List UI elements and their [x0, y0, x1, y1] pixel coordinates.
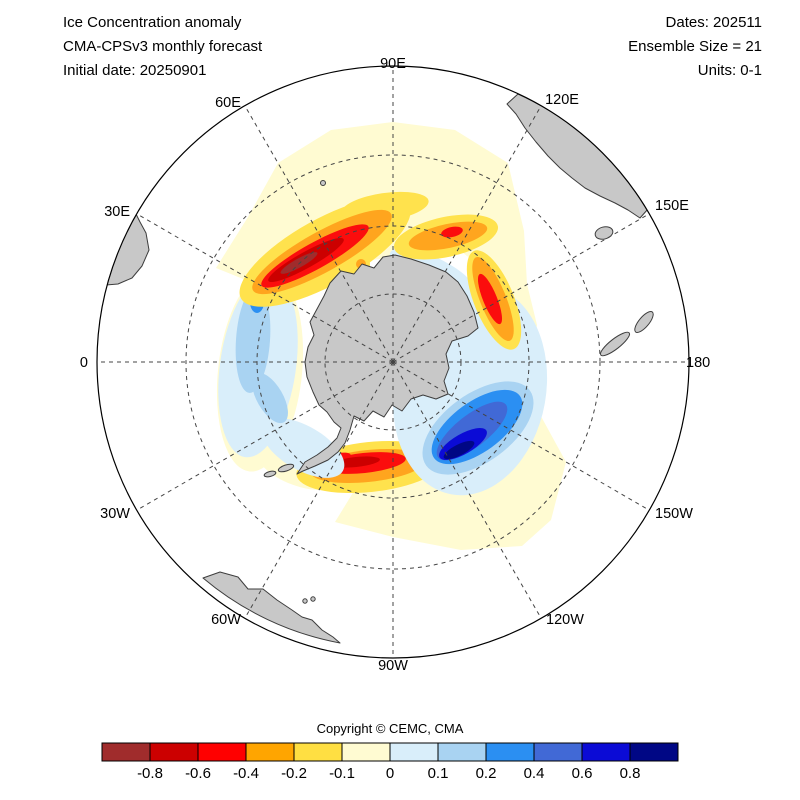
colorbar-cell-6: [341, 742, 391, 762]
dates-label: Dates: 202511: [666, 14, 762, 31]
lon-label-120e: 120E: [545, 92, 579, 108]
lon-label-150w: 150W: [655, 506, 693, 522]
latitude-circle-80s: [324, 293, 462, 431]
lon-label-120w: 120W: [546, 612, 584, 628]
figure-title: Ice Concentration anomaly: [63, 14, 242, 31]
anomaly-lightblue-weddell: [235, 287, 271, 393]
colorbar-cells: [101, 742, 679, 762]
anomaly-red-pacific-spot-a: [441, 226, 463, 238]
lon-label-150e: 150E: [655, 198, 689, 214]
figure-subtitle: CMA-CPSv3 monthly forecast: [63, 38, 263, 55]
lon-label-60w: 60W: [211, 612, 241, 628]
longitude-labels: 90E 120E 150E 180 150W 120W 90W 60W 30W …: [80, 56, 710, 674]
meridian-150w: [392, 361, 650, 511]
colorbar-cell-4: [245, 742, 295, 762]
colorbar-cell-5: [293, 742, 343, 762]
colorbar-tick: 0.6: [572, 765, 593, 782]
anomaly-navy-ross-core: [443, 440, 475, 460]
anomaly-lightblue-weddell-tail: [252, 372, 288, 424]
peninsula-island-2: [263, 470, 277, 478]
falkland-island: [302, 598, 308, 604]
anomaly-red-pacific-spot-b: [477, 273, 503, 325]
anomaly-field: [216, 122, 566, 550]
ensemble-size-label: Ensemble Size = 21: [628, 38, 762, 55]
meridian-30e: [136, 213, 394, 363]
lon-label-60e: 60E: [215, 95, 241, 111]
map-boundary-circle: [96, 65, 690, 659]
meridian-120e: [392, 105, 542, 363]
colorbar-tick: -0.6: [185, 765, 211, 782]
meridian-30w: [136, 361, 394, 511]
south-america-landmass: [202, 571, 341, 644]
peninsula-island: [277, 463, 295, 473]
lon-label-0: 0: [80, 355, 88, 371]
colorbar-tick: 0.1: [428, 765, 449, 782]
latitude-circle-70s: [256, 225, 530, 499]
lon-label-180: 180: [686, 355, 710, 371]
lon-label-90e: 90E: [380, 56, 406, 72]
new-zealand-north-island: [634, 311, 654, 333]
meridian-60e: [244, 105, 394, 363]
anomaly-maroon-indian-core: [280, 252, 318, 274]
colorbar-cell-11: [581, 742, 631, 762]
copyright-label: Copyright © CEMC, CMA: [317, 721, 464, 736]
antarctica-landmass: [296, 254, 479, 475]
colorbar-tick: 0.8: [620, 765, 641, 782]
colorbar-cell-1: [101, 742, 151, 762]
polar-map: 90E 120E 150E 180 150W 120W 90W 60W 30W …: [80, 56, 710, 674]
colorbar-cell-7: [389, 742, 439, 762]
colorbar-tick: -0.1: [329, 765, 355, 782]
colorbar-cell-10: [533, 742, 583, 762]
anomaly-paleblue-weddell-south: [261, 418, 345, 478]
colorbar-cell-12: [629, 742, 679, 762]
colorbar-cell-9: [485, 742, 535, 762]
colorbar-cell-2: [149, 742, 199, 762]
meridian-120w: [392, 361, 542, 619]
units-label: Units: 0-1: [698, 62, 762, 79]
colorbar-tick: -0.4: [233, 765, 259, 782]
colorbar-tick: 0.2: [476, 765, 497, 782]
colorbar-cell-3: [197, 742, 247, 762]
colorbar: Copyright © CEMC, CMA -0.8 -0.6 -0.4 -0.…: [101, 721, 679, 782]
lon-label-90w: 90W: [378, 658, 408, 674]
latitude-circle-60s: [185, 154, 601, 570]
header-block: Ice Concentration anomaly CMA-CPSv3 mont…: [63, 14, 762, 79]
meridian-60w: [244, 361, 394, 619]
kerguelen-island: [320, 180, 326, 186]
colorbar-tick: 0: [386, 765, 394, 782]
colorbar-tick: -0.2: [281, 765, 307, 782]
tasmania-island: [594, 226, 614, 240]
colorbar-tick-labels: -0.8 -0.6 -0.4 -0.2 -0.1 0 0.1 0.2 0.4 0…: [137, 765, 640, 782]
graticule: [97, 66, 689, 658]
land-layer: [105, 93, 654, 644]
falkland-island-2: [310, 596, 316, 602]
colorbar-tick: 0.4: [524, 765, 545, 782]
meridian-150e: [392, 213, 650, 363]
lon-label-30e: 30E: [104, 204, 130, 220]
initial-date-label: Initial date: 20250901: [63, 62, 206, 79]
lon-label-30w: 30W: [100, 506, 130, 522]
colorbar-cell-8: [437, 742, 487, 762]
colorbar-tick: -0.8: [137, 765, 163, 782]
new-zealand-south-island: [599, 331, 631, 357]
